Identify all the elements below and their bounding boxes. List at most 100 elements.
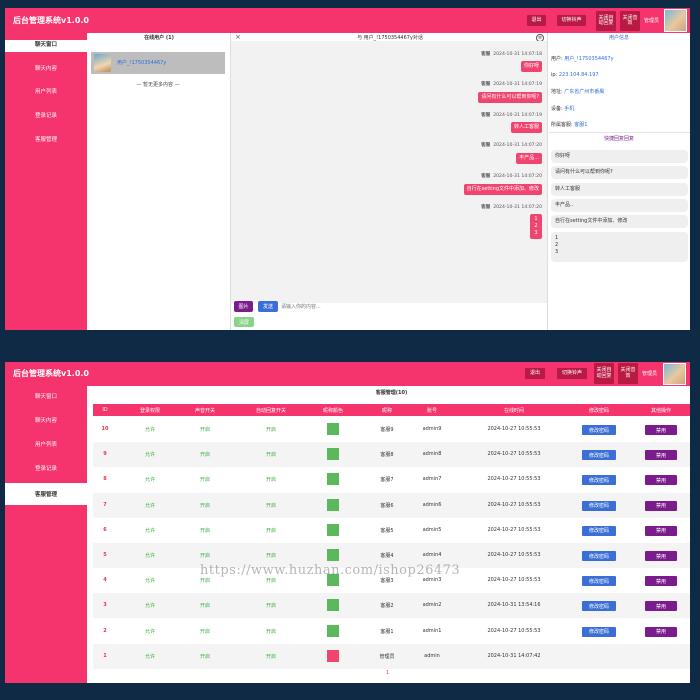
- admin-name: 管理员: [642, 371, 658, 377]
- sidebar-item-login-records[interactable]: 登录记录: [34, 113, 57, 119]
- cell-auto-reply-switch: 开启: [265, 477, 277, 484]
- cell-account: admin7: [422, 476, 442, 483]
- message-timestamp: 客服 2024-10-31 14:07:19: [481, 113, 542, 118]
- cell-auto-reply-switch: 开启: [265, 452, 277, 459]
- cell-sound-switch: 开启: [199, 477, 211, 484]
- change-password-button[interactable]: 修改密码: [582, 500, 616, 511]
- change-password-button[interactable]: 修改密码: [582, 450, 616, 461]
- change-password-button[interactable]: 修改密码: [582, 551, 616, 561]
- disable-button[interactable]: 禁用: [645, 525, 677, 536]
- chat-input[interactable]: [281, 301, 545, 313]
- close-auto-reply-line2: 动回复: [596, 372, 612, 379]
- cell-nick-color-swatch: [327, 574, 339, 587]
- top-bar: 后台管理系统v1.0.0 退出 切换铃声 关闭自 动回复 关闭音 效 管理员: [5, 362, 690, 386]
- sidebar-item-chat-window[interactable]: 聊天窗口: [5, 40, 87, 52]
- quick-reply-item[interactable]: 你好呀: [551, 150, 688, 163]
- cell-auto-reply-switch: 开启: [265, 427, 277, 433]
- quick-reply-item[interactable]: 自行在setting文件中添加、修改: [551, 215, 688, 228]
- quick-reply-item[interactable]: 1 2 3: [551, 232, 688, 262]
- logout-button[interactable]: 退出: [525, 368, 545, 379]
- disable-button[interactable]: 禁用: [645, 626, 677, 637]
- message-timestamp: 客服 2024-10-31 14:07:20: [481, 205, 542, 210]
- cell-sound-switch: 开启: [199, 502, 211, 509]
- switch-bell-button[interactable]: 切换铃声: [557, 368, 587, 379]
- sidebar-item-user-list[interactable]: 用户列表: [34, 89, 57, 95]
- chat-messages-area[interactable]: 客服 2024-10-31 14:07:18 你好呀 客服 2024-10-31…: [231, 41, 547, 303]
- disable-button[interactable]: 禁用: [645, 576, 677, 587]
- col-login: 登录权限: [139, 408, 161, 414]
- switch-bell-button[interactable]: 切换铃声: [557, 15, 586, 26]
- cell-online-time: 2024-10-27 10:55:53: [487, 627, 541, 634]
- sidebar-item-chat-content[interactable]: 聊天内容: [34, 66, 57, 72]
- disable-button[interactable]: 禁用: [645, 450, 677, 461]
- disable-button[interactable]: 禁用: [645, 475, 677, 486]
- table-row: 7 允许 开启 开启 客服6 admin6 2024-10-27 10:55:53 修改密码 禁…: [93, 492, 690, 518]
- col-auto-reply: 自动回复开关: [255, 408, 287, 414]
- cell-account: admin1: [422, 627, 442, 634]
- disable-button[interactable]: 禁用: [645, 551, 677, 561]
- info-row-user: 用户: 用户_!1750354467y: [551, 56, 614, 62]
- close-chat-icon[interactable]: ×: [235, 33, 241, 41]
- pagination-current[interactable]: 1: [386, 670, 390, 676]
- cell-login-permission: 允许: [144, 653, 156, 660]
- cell-account: admin9: [422, 426, 442, 432]
- cell-login-permission: 允许: [144, 527, 156, 534]
- sidebar-item-user-list[interactable]: 用户列表: [34, 442, 57, 448]
- cell-sound-switch: 开启: [199, 427, 211, 433]
- online-user-card[interactable]: 用户_!1750354467y: [91, 52, 225, 74]
- admin-name: 管理员: [644, 18, 660, 24]
- change-password-button[interactable]: 修改密码: [582, 576, 616, 587]
- top-bar: 后台管理系统v1.0.0 退出 切换铃声 关闭自 动回复 关闭音 效 管理员: [5, 8, 690, 33]
- close-sound-line1: 关闭音: [620, 367, 636, 373]
- disable-button[interactable]: 禁用: [645, 500, 677, 511]
- divider: [547, 33, 548, 330]
- admin-avatar[interactable]: [664, 9, 687, 32]
- send-button[interactable]: 发送: [258, 301, 278, 312]
- change-password-button[interactable]: 修改密码: [582, 525, 616, 536]
- message-timestamp: 客服 2024-10-31 14:07:20: [481, 174, 542, 179]
- quick-reply-item[interactable]: 请问有什么可以帮到你呢?: [551, 166, 688, 179]
- col-nick: 昵称: [381, 408, 393, 414]
- cs-management-panel: 后台管理系统v1.0.0 退出 切换铃声 关闭自 动回复 关闭音 效 管理员 聊…: [5, 362, 690, 683]
- image-button[interactable]: 图片: [234, 301, 253, 312]
- info-row-device: 设备: 手机: [551, 106, 575, 112]
- admin-avatar[interactable]: [663, 363, 686, 385]
- change-password-button[interactable]: 修改密码: [582, 475, 616, 486]
- clear-screen-button[interactable]: 清屏: [234, 317, 254, 327]
- chat-window-panel: 后台管理系统v1.0.0 退出 切换铃声 关闭自 动回复 关闭音 效 管理员 聊…: [5, 8, 690, 330]
- cell-account: admin4: [422, 552, 442, 558]
- cell-nickname: 客服1: [380, 628, 394, 635]
- cell-sound-switch: 开启: [199, 578, 211, 585]
- cell-nick-color-swatch: [327, 599, 339, 612]
- quick-reply-item[interactable]: 转人工客服: [551, 183, 688, 196]
- cell-login-permission: 允许: [144, 477, 156, 484]
- close-auto-reply-button[interactable]: 关闭自 动回复: [594, 363, 614, 384]
- sidebar-item-cs-management[interactable]: 客服管理: [34, 137, 57, 143]
- app-title: 后台管理系统v1.0.0: [13, 16, 89, 25]
- change-password-button[interactable]: 修改密码: [582, 601, 616, 612]
- logout-button[interactable]: 退出: [527, 15, 546, 26]
- disable-button[interactable]: 禁用: [645, 425, 677, 435]
- cell-id: 6: [103, 526, 107, 533]
- cell-nickname: 客服9: [380, 427, 394, 433]
- cell-account: admin8: [422, 451, 442, 458]
- cell-auto-reply-switch: 开启: [265, 553, 277, 559]
- close-auto-reply-button[interactable]: 关闭自 动回复: [596, 11, 616, 31]
- quick-reply-item[interactable]: 丰产品..: [551, 199, 688, 212]
- disable-button[interactable]: 禁用: [645, 601, 677, 612]
- close-sound-button[interactable]: 关闭音 效: [620, 11, 640, 31]
- sidebar-item-chat-window[interactable]: 聊天窗口: [34, 394, 57, 400]
- cell-sound-switch: 开启: [199, 527, 211, 534]
- table-row: 1 允许 开启 开启 管理员 admin 2024-10-31 14:07:42: [93, 643, 690, 669]
- cell-nick-color-swatch: [327, 549, 339, 561]
- close-sound-button[interactable]: 关闭音 效: [618, 363, 638, 384]
- cell-login-permission: 允许: [144, 578, 156, 585]
- cs-table-title: 客服管理(10): [375, 390, 408, 396]
- sidebar-item-cs-management[interactable]: 客服管理: [5, 483, 87, 505]
- change-password-button[interactable]: 修改密码: [582, 425, 616, 435]
- cell-login-permission: 允许: [144, 553, 156, 559]
- sidebar-item-login-records[interactable]: 登录记录: [34, 466, 57, 472]
- sidebar-item-chat-content[interactable]: 聊天内容: [34, 418, 57, 424]
- change-password-button[interactable]: 修改密码: [582, 626, 616, 637]
- close-auto-reply-line2: 动回复: [598, 20, 614, 26]
